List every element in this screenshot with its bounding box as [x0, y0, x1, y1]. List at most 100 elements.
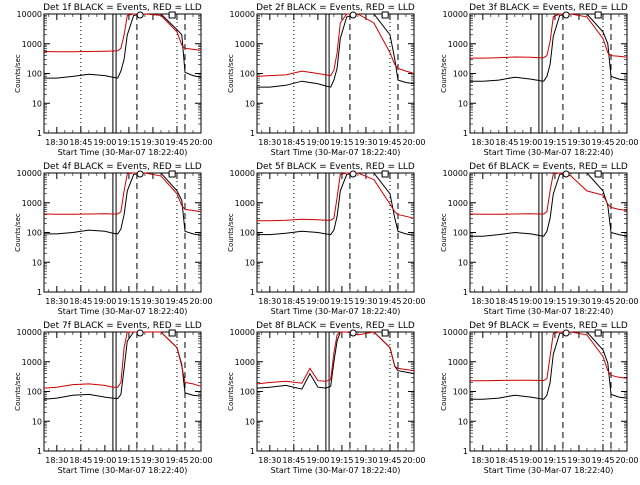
- events-series-line: [257, 13, 415, 88]
- x-tick-label: 20:00: [402, 138, 425, 147]
- chart-panel: 1 10 100 1000 10000 18:30 18:45 19:00 19:15 19:30…: [227, 3, 426, 157]
- chart-panel: 1 10 100 1000 10000 18:30 18:45 19:00 19:15 19:30…: [14, 162, 213, 316]
- y-tick-label: 10: [245, 99, 255, 108]
- x-tick-label: 19:30: [567, 138, 590, 147]
- circle-marker: [562, 11, 570, 19]
- y-tick-label: 10: [245, 417, 255, 426]
- x-tick-label: 19:45: [165, 456, 188, 465]
- x-tick-label: 18:45: [495, 297, 518, 306]
- lld-series-line: [470, 13, 628, 59]
- x-axis-label: Start Time (30-Mar-07 18:22:40): [58, 466, 188, 475]
- square-marker: [381, 329, 389, 337]
- y-tick-label: 1: [37, 288, 42, 297]
- x-tick-label: 19:30: [354, 456, 377, 465]
- lld-series-line: [257, 172, 415, 222]
- chart-panel: 1 10 100 1000 10000 18:30 18:45 19:00 19:15 19:30…: [227, 162, 426, 316]
- x-tick-label: 19:15: [117, 456, 140, 465]
- panel-title: Det 5f BLACK = Events, RED = LLD: [256, 162, 415, 172]
- x-tick-label: 19:15: [330, 138, 353, 147]
- x-tick-label: 18:30: [258, 297, 281, 306]
- circle-marker: [562, 329, 570, 337]
- y-tick-label: 1000: [22, 199, 42, 208]
- x-tick-label: 19:15: [543, 456, 566, 465]
- panel-title: Det 7f BLACK = Events, RED = LLD: [43, 321, 202, 331]
- y-tick-label: 100: [240, 229, 255, 238]
- y-tick-label: 1: [250, 447, 255, 456]
- x-tick-label: 18:45: [495, 138, 518, 147]
- x-tick-label: 19:00: [93, 138, 116, 147]
- x-tick-label: 18:30: [45, 138, 68, 147]
- x-axis-label: Start Time (30-Mar-07 18:22:40): [271, 307, 401, 316]
- events-series-line: [470, 172, 628, 237]
- y-axis-label: Counts/sec: [14, 372, 22, 411]
- y-tick-label: 10: [32, 99, 42, 108]
- lld-series-line: [469, 172, 628, 215]
- chart-panel: 1 10 100 1000 10000 18:30 18:45 19:00 19:15 19:30…: [440, 162, 639, 316]
- x-tick-label: 19:15: [543, 138, 566, 147]
- x-tick-label: 19:45: [378, 456, 401, 465]
- y-tick-label: 10000: [17, 10, 42, 19]
- x-axis-label: Start Time (30-Mar-07 18:22:40): [271, 148, 401, 157]
- y-axis-label: Counts/sec: [440, 372, 448, 411]
- y-tick-label: 1: [463, 288, 468, 297]
- y-tick-label: 10: [458, 417, 468, 426]
- panel-title: Det 1f BLACK = Events, RED = LLD: [43, 3, 202, 13]
- x-tick-label: 19:30: [567, 456, 590, 465]
- circle-marker: [136, 11, 144, 19]
- panel-title: Det 4f BLACK = Events, RED = LLD: [43, 162, 202, 172]
- square-marker: [168, 11, 176, 19]
- square-marker: [168, 170, 176, 178]
- x-tick-label: 19:30: [141, 138, 164, 147]
- y-tick-label: 100: [27, 229, 42, 238]
- x-tick-label: 19:45: [591, 456, 614, 465]
- x-tick-label: 18:45: [282, 138, 305, 147]
- x-tick-label: 18:30: [45, 297, 68, 306]
- x-tick-label: 19:15: [543, 297, 566, 306]
- chart-panel: 1 10 100 1000 10000 18:30 18:45 19:00 19:15 19:30…: [14, 321, 213, 475]
- x-tick-label: 20:00: [189, 138, 212, 147]
- y-tick-label: 100: [27, 70, 42, 79]
- y-tick-label: 10: [32, 417, 42, 426]
- plot-frame: [256, 172, 415, 293]
- y-axis-label: Counts/sec: [440, 213, 448, 252]
- y-tick-label: 1: [463, 129, 468, 138]
- y-tick-label: 1: [37, 129, 42, 138]
- x-axis-label: Start Time (30-Mar-07 18:22:40): [58, 307, 188, 316]
- chart-panel: 1 10 100 1000 10000 18:30 18:45 19:00 19:15 19:30…: [440, 3, 639, 157]
- x-tick-label: 18:45: [69, 297, 92, 306]
- circle-marker: [349, 11, 357, 19]
- x-tick-label: 19:15: [117, 138, 140, 147]
- x-tick-label: 18:45: [69, 456, 92, 465]
- chart-panel: 1 10 100 1000 10000 18:30 18:45 19:00 19:15 19:30…: [440, 321, 639, 475]
- x-tick-label: 19:15: [117, 297, 140, 306]
- y-tick-label: 1000: [22, 358, 42, 367]
- events-series-line: [257, 172, 415, 236]
- y-tick-label: 10000: [443, 328, 468, 337]
- lld-series-line: [470, 331, 628, 382]
- x-tick-label: 18:30: [258, 456, 281, 465]
- y-tick-label: 10: [458, 258, 468, 267]
- y-axis-label: Counts/sec: [440, 54, 448, 93]
- x-tick-label: 19:00: [93, 297, 116, 306]
- x-tick-label: 18:30: [471, 456, 494, 465]
- x-tick-label: 18:30: [45, 456, 68, 465]
- x-axis-label: Start Time (30-Mar-07 18:22:40): [484, 148, 614, 157]
- square-marker: [381, 11, 389, 19]
- y-tick-label: 10000: [230, 328, 255, 337]
- x-tick-label: 19:45: [165, 297, 188, 306]
- circle-marker: [349, 329, 357, 337]
- x-axis-label: Start Time (30-Mar-07 18:22:40): [484, 466, 614, 475]
- y-tick-label: 1000: [235, 358, 255, 367]
- x-tick-label: 19:30: [354, 138, 377, 147]
- panel-title: Det 9f BLACK = Events, RED = LLD: [469, 321, 628, 331]
- y-axis-label: Counts/sec: [14, 54, 22, 93]
- x-tick-label: 20:00: [615, 138, 638, 147]
- x-tick-label: 19:30: [354, 297, 377, 306]
- y-tick-label: 1: [37, 447, 42, 456]
- y-tick-label: 10000: [230, 169, 255, 178]
- x-tick-label: 20:00: [189, 456, 212, 465]
- panel-title: Det 6f BLACK = Events, RED = LLD: [469, 162, 628, 172]
- x-tick-label: 18:30: [258, 138, 281, 147]
